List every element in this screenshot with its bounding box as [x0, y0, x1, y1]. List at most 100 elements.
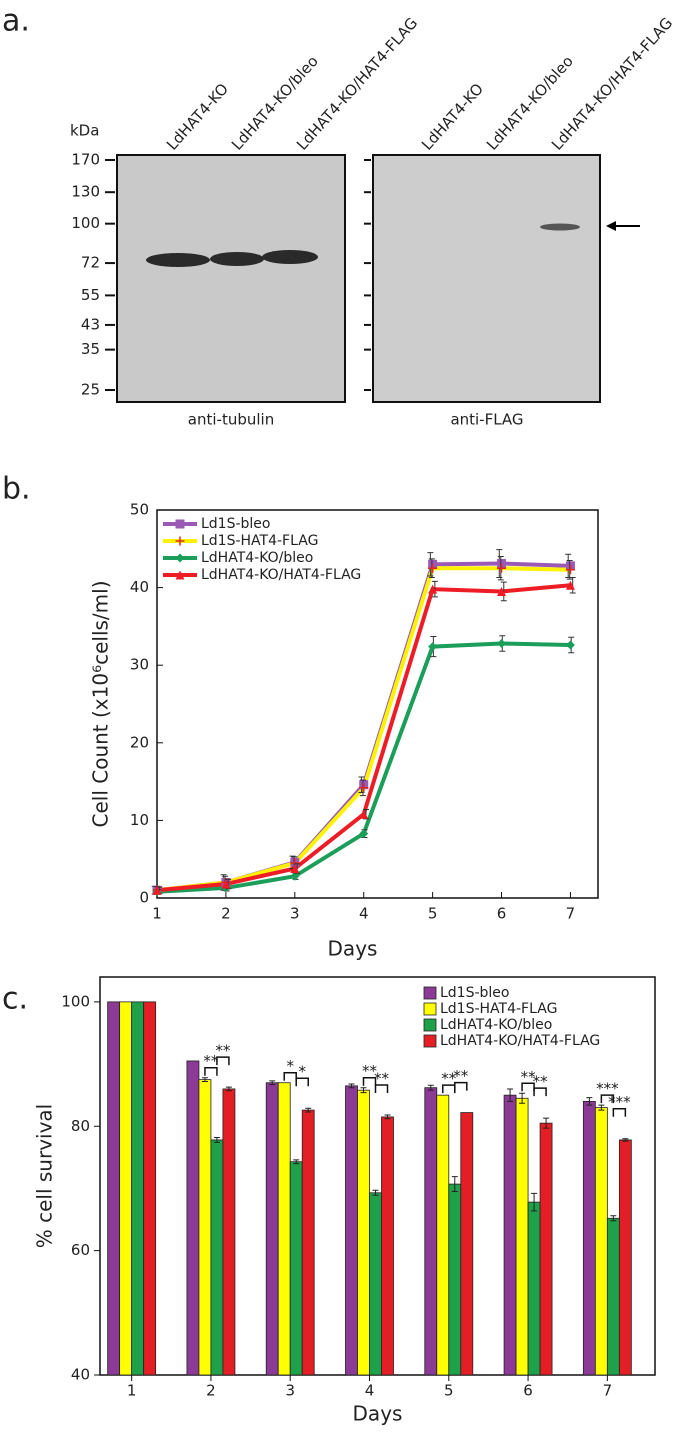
- x-tick-label: 7: [566, 905, 576, 923]
- series-line: [156, 583, 571, 893]
- y-tick-label: 60: [71, 1241, 90, 1259]
- marker-label: 35: [81, 340, 100, 358]
- marker-label: 72: [81, 254, 100, 272]
- bar: [539, 1122, 553, 1376]
- error-bar: [225, 1086, 232, 1092]
- significance-bracket: [600, 1094, 615, 1104]
- series-line: [156, 641, 571, 894]
- legend-label: LdHAT4-KO/HAT4-FLAG: [440, 1033, 600, 1049]
- significance-label: **: [533, 1073, 549, 1091]
- bar: [515, 1097, 529, 1376]
- bar: [119, 1001, 133, 1376]
- bar: [210, 1139, 224, 1376]
- x-axis-title: Days: [328, 937, 378, 961]
- error-bar: [507, 1088, 514, 1102]
- legend-label: Ld1S-bleo: [440, 985, 510, 1001]
- significance-label: **: [521, 1068, 537, 1086]
- x-tick-label: 5: [444, 1382, 454, 1400]
- significance-label: ***: [596, 1080, 619, 1098]
- series-line: [156, 561, 571, 893]
- x-tick-label: 2: [221, 905, 231, 923]
- significance-label: **: [374, 1070, 390, 1088]
- x-tick-label: 4: [359, 905, 369, 923]
- bar: [448, 1183, 462, 1376]
- legend-label: Ld1S-HAT4-FLAG: [201, 533, 318, 549]
- marker: [359, 809, 369, 819]
- marker: [428, 584, 438, 594]
- band: [146, 253, 210, 267]
- unit-label: kDa: [70, 122, 99, 140]
- plot-frame: [156, 509, 599, 899]
- significance-label: **: [362, 1062, 378, 1080]
- x-tick-label: 3: [285, 1382, 295, 1400]
- significance-label: **: [453, 1067, 469, 1085]
- antibody-label: anti-FLAG: [450, 411, 523, 429]
- x-tick-label: 1: [152, 905, 162, 923]
- marker-label: 55: [81, 286, 100, 304]
- error-bar: [201, 1077, 208, 1082]
- x-tick-label: 5: [428, 905, 438, 923]
- marker: [565, 640, 575, 650]
- marker: [497, 559, 507, 569]
- x-tick-label: 6: [523, 1382, 533, 1400]
- bar: [606, 1217, 620, 1376]
- y-tick-label: 30: [130, 656, 149, 674]
- marker: [565, 580, 575, 590]
- marker: [175, 536, 185, 546]
- panel-label: b.: [2, 472, 31, 507]
- error-bar: [598, 1104, 605, 1111]
- marker: [290, 864, 300, 874]
- y-axis-title: Cell Count (x10⁶cells/ml): [89, 580, 113, 827]
- error-bar: [305, 1107, 312, 1113]
- y-tick-label: 100: [61, 992, 90, 1010]
- lane-label: LdHAT4-KO: [163, 80, 232, 154]
- legend-label: LdHAT4-KO/bleo: [440, 1017, 552, 1033]
- marker: [175, 519, 185, 529]
- bar: [369, 1192, 382, 1376]
- lane-label: LdHAT4-KO: [418, 80, 487, 154]
- lane-label: LdHAT4-KO/HAT4-FLAG: [548, 14, 676, 154]
- bar: [460, 1112, 474, 1376]
- series-line: [156, 566, 571, 893]
- error-bar: [519, 1092, 526, 1104]
- error-bar: [348, 1083, 355, 1089]
- marker: [497, 563, 507, 573]
- significance-label: ***: [608, 1093, 631, 1111]
- legend-swatch: [423, 1018, 437, 1032]
- marker: [290, 871, 300, 881]
- bar: [186, 1060, 200, 1376]
- panel-label: a.: [2, 4, 30, 39]
- error-bar: [531, 1192, 538, 1212]
- marker-label: 130: [71, 183, 100, 201]
- error-bar: [586, 1097, 593, 1106]
- band: [540, 223, 580, 231]
- significance-bracket: [216, 1056, 230, 1066]
- significance-label: *: [286, 1057, 294, 1075]
- band: [210, 252, 264, 266]
- error-bar: [622, 1138, 629, 1142]
- error-bar: [213, 1136, 220, 1143]
- marker: [565, 565, 575, 575]
- bar: [424, 1087, 438, 1376]
- antibody-label: anti-tubulin: [188, 411, 274, 429]
- legend-swatch: [423, 1002, 437, 1016]
- marker: [428, 642, 438, 652]
- significance-label: **: [215, 1042, 231, 1060]
- bar: [107, 1001, 121, 1376]
- marker: [221, 879, 231, 889]
- bar: [301, 1109, 315, 1376]
- y-tick-label: 50: [130, 501, 149, 519]
- significance-label: **: [441, 1070, 457, 1088]
- legend-label: LdHAT4-KO/HAT4-FLAG: [201, 567, 361, 583]
- marker: [175, 570, 185, 580]
- y-tick-label: 0: [139, 889, 149, 907]
- significance-bracket: [204, 1066, 218, 1076]
- marker: [428, 563, 438, 573]
- legend-label: LdHAT4-KO/bleo: [201, 550, 313, 566]
- bar: [527, 1201, 541, 1376]
- bar: [357, 1089, 370, 1376]
- bar: [436, 1094, 450, 1376]
- band: [262, 250, 318, 264]
- significance-bracket: [295, 1077, 309, 1087]
- error-bar: [610, 1215, 617, 1222]
